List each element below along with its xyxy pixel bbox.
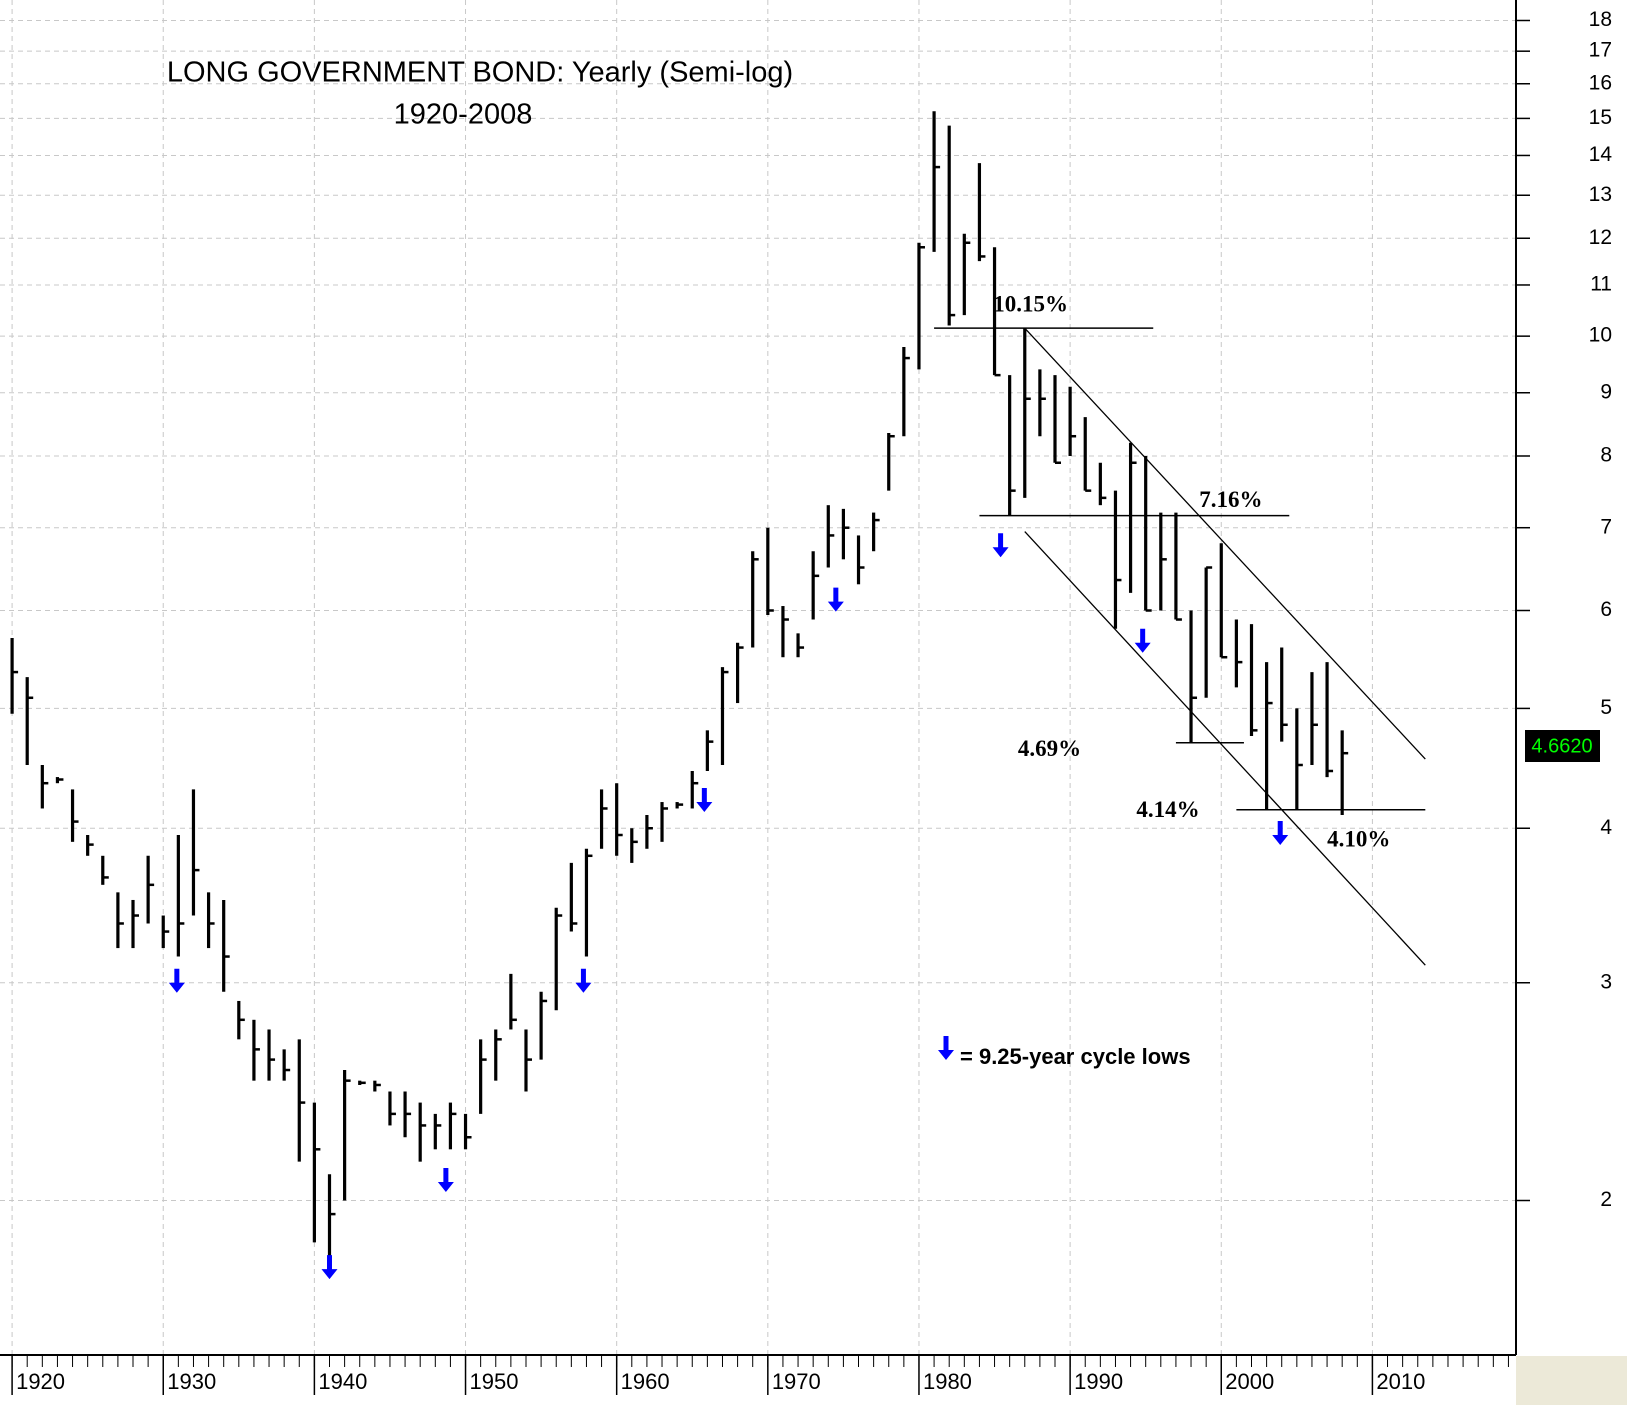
- x-tick-label: 1960: [621, 1369, 670, 1394]
- y-tick-label: 14: [1589, 143, 1613, 166]
- x-tick-label: 1940: [318, 1369, 367, 1394]
- cycle-low-arrow: [696, 788, 713, 813]
- x-tick-label: 1950: [470, 1369, 519, 1394]
- channel-line: [1024, 327, 1426, 760]
- cycle-low-arrow: [321, 1255, 338, 1280]
- y-tick-label: 17: [1589, 39, 1612, 62]
- chart-title: LONG GOVERNMENT BOND: Yearly (Semi-log): [167, 57, 793, 89]
- cycle-low-arrow: [992, 533, 1009, 558]
- x-tick-label: 1930: [167, 1369, 216, 1394]
- channel-line: [1024, 531, 1426, 966]
- legend-arrow: [938, 1036, 954, 1060]
- y-tick-label: 4: [1600, 816, 1612, 839]
- y-tick-label: 11: [1590, 273, 1612, 296]
- y-tick-label: 6: [1600, 598, 1612, 621]
- y-tick-label: 18: [1589, 8, 1612, 31]
- x-tick-label: 1990: [1074, 1369, 1123, 1394]
- x-tick-label: 1980: [923, 1369, 972, 1394]
- cycle-low-arrow: [1272, 821, 1289, 846]
- y-tick-label: 13: [1589, 183, 1612, 206]
- x-tick-label: 2010: [1376, 1369, 1425, 1394]
- cycle-low-arrow: [168, 968, 185, 993]
- point-label: 4.10%: [1327, 826, 1390, 851]
- cycle-low-arrow: [437, 1168, 454, 1193]
- y-tick-label: 5: [1600, 696, 1612, 719]
- legend-label: = 9.25-year cycle lows: [960, 1044, 1191, 1069]
- y-tick-label: 9: [1600, 380, 1612, 403]
- y-tick-label: 8: [1600, 444, 1612, 467]
- level-label: 4.69%: [1018, 736, 1081, 761]
- x-tick-label: 1970: [772, 1369, 821, 1394]
- corner-box: [1516, 1356, 1627, 1405]
- y-tick-label: 10: [1589, 324, 1612, 347]
- y-tick-label: 15: [1589, 106, 1612, 129]
- level-label: 7.16%: [1199, 487, 1262, 512]
- level-label: 4.14%: [1136, 797, 1199, 822]
- y-tick-label: 7: [1600, 515, 1612, 538]
- x-tick-label: 1920: [16, 1369, 65, 1394]
- cycle-low-arrow: [1134, 628, 1151, 653]
- cycle-low-arrow: [827, 587, 844, 612]
- last-value-box: [1525, 730, 1600, 763]
- level-label: 10.15%: [993, 291, 1068, 316]
- x-tick-label: 2000: [1225, 1369, 1274, 1394]
- y-tick-label: 16: [1589, 71, 1612, 94]
- last-value-label: 4.6620: [1531, 735, 1592, 757]
- y-tick-label: 3: [1600, 970, 1612, 993]
- y-tick-label: 2: [1600, 1188, 1612, 1211]
- chart-subtitle: 1920-2008: [394, 99, 533, 131]
- y-tick-label: 12: [1589, 226, 1612, 249]
- cycle-low-arrow: [575, 968, 592, 993]
